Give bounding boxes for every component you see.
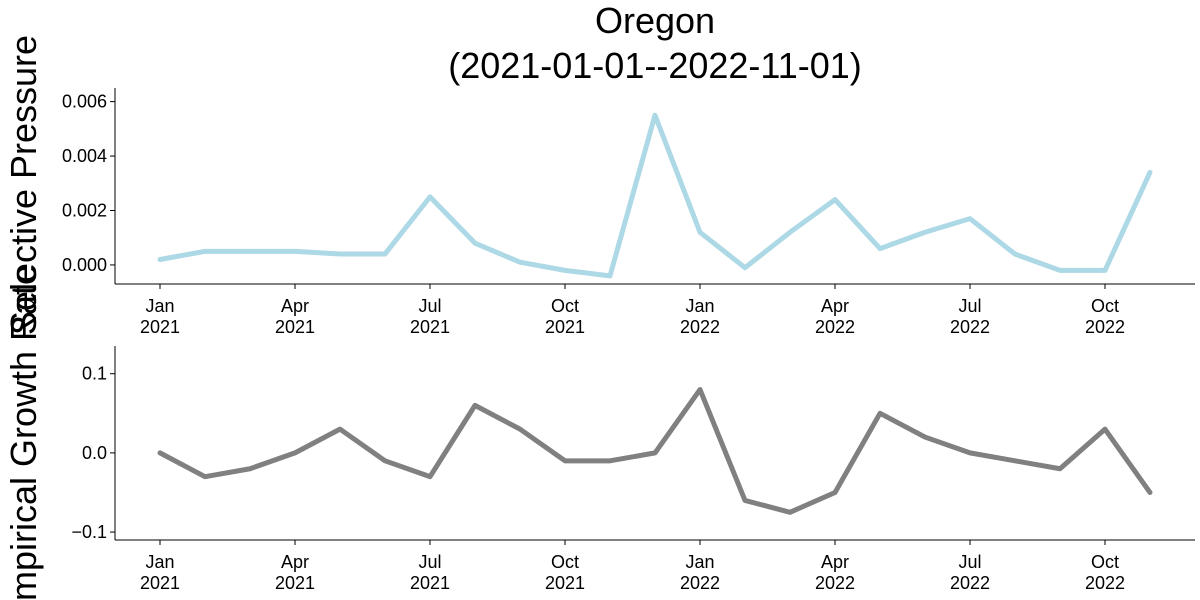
x-tick-label: Oct 2022 bbox=[1085, 552, 1125, 593]
x-tick-label: Apr 2021 bbox=[275, 552, 315, 593]
x-tick-label: Jan 2021 bbox=[140, 296, 180, 337]
x-tick-label: Apr 2021 bbox=[275, 296, 315, 337]
y-axis-label: Empirical Growth Rate bbox=[3, 265, 44, 600]
chart-title: Oregon bbox=[595, 0, 715, 41]
chart-subtitle: (2021-01-01--2022-11-01) bbox=[448, 45, 862, 86]
x-tick-label: Oct 2022 bbox=[1085, 296, 1125, 337]
data-line bbox=[157, 112, 1153, 279]
y-tick-label: 0.004 bbox=[62, 146, 107, 166]
x-tick-label: Apr 2022 bbox=[815, 296, 855, 337]
x-tick-label: Jan 2022 bbox=[680, 296, 720, 337]
x-tick-label: Jul 2021 bbox=[410, 552, 450, 593]
data-line bbox=[157, 387, 1153, 515]
x-tick-label: Oct 2021 bbox=[545, 552, 585, 593]
x-tick-label: Jul 2022 bbox=[950, 552, 990, 593]
y-tick-label: −0.1 bbox=[71, 522, 107, 542]
x-tick-label: Jul 2022 bbox=[950, 296, 990, 337]
x-tick-label: Jan 2022 bbox=[680, 552, 720, 593]
x-tick-label: Jul 2021 bbox=[410, 296, 450, 337]
y-tick-label: 0.006 bbox=[62, 92, 107, 112]
y-tick-label: 0.0 bbox=[82, 443, 107, 463]
x-tick-label: Oct 2021 bbox=[545, 296, 585, 337]
y-axis-label: Selective Pressure bbox=[3, 35, 44, 335]
y-tick-label: 0.000 bbox=[62, 255, 107, 275]
x-tick-label: Apr 2022 bbox=[815, 552, 855, 593]
x-tick-label: Jan 2021 bbox=[140, 552, 180, 593]
y-tick-label: 0.002 bbox=[62, 201, 107, 221]
y-tick-label: 0.1 bbox=[82, 364, 107, 384]
